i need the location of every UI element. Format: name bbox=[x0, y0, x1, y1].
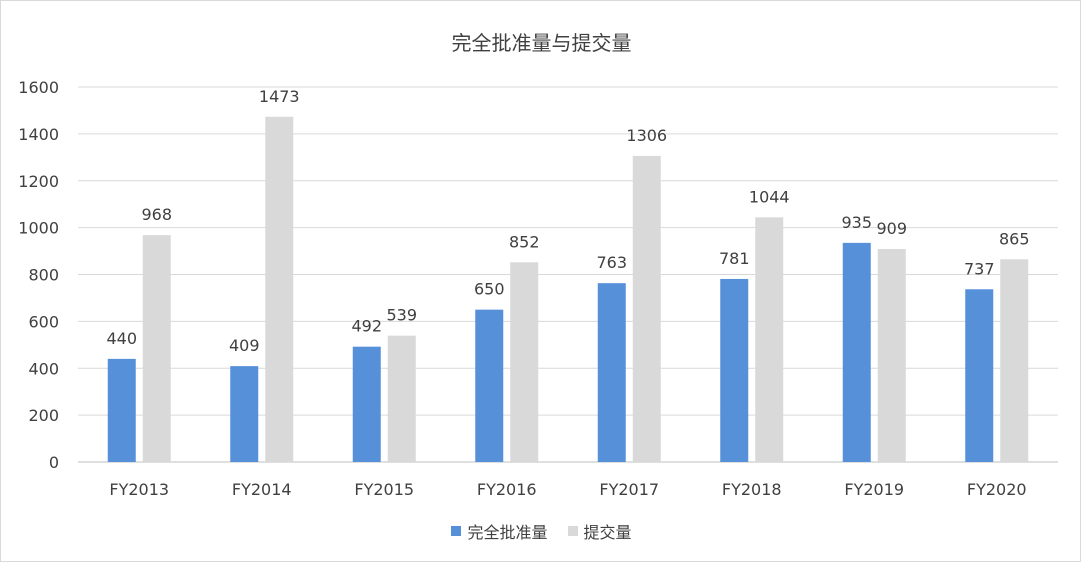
bar-submitted bbox=[877, 248, 906, 462]
data-label-submitted: 1306 bbox=[626, 126, 667, 145]
data-label-approved: 440 bbox=[106, 329, 137, 348]
data-label-approved: 737 bbox=[964, 259, 995, 278]
y-tick-label: 600 bbox=[28, 312, 59, 331]
legend-swatch-submitted bbox=[567, 526, 578, 536]
data-label-submitted: 1473 bbox=[259, 87, 300, 106]
x-tick-label: FY2019 bbox=[844, 480, 904, 499]
x-tick-label: FY2014 bbox=[232, 480, 292, 499]
bar-approved bbox=[230, 366, 259, 462]
bar-submitted bbox=[510, 262, 539, 462]
y-tick-label: 1400 bbox=[18, 125, 59, 144]
bar-approved bbox=[597, 283, 626, 462]
bar-approved bbox=[842, 242, 871, 462]
data-label-approved: 650 bbox=[474, 280, 505, 299]
y-tick-label: 1600 bbox=[18, 78, 59, 97]
x-tick-label: FY2016 bbox=[477, 480, 537, 499]
data-label-submitted: 968 bbox=[141, 205, 172, 224]
bar-approved bbox=[965, 289, 994, 462]
bar-approved bbox=[720, 278, 749, 462]
data-label-approved: 409 bbox=[229, 336, 260, 355]
legend-item-approved: 完全批准量 bbox=[451, 519, 548, 543]
y-tick-label: 200 bbox=[28, 406, 59, 425]
y-tick-label: 400 bbox=[28, 359, 59, 378]
bar-submitted bbox=[265, 116, 294, 462]
x-tick-label: FY2018 bbox=[722, 480, 782, 499]
legend-item-submitted: 提交量 bbox=[567, 519, 632, 543]
bar-approved bbox=[352, 346, 381, 462]
bar-submitted bbox=[1000, 259, 1029, 462]
x-tick-label: FY2013 bbox=[109, 480, 169, 499]
bar-approved bbox=[107, 358, 136, 462]
bar-submitted bbox=[387, 335, 416, 462]
data-label-approved: 763 bbox=[596, 253, 627, 272]
bar-submitted bbox=[755, 217, 784, 462]
x-tick-label: FY2020 bbox=[967, 480, 1027, 499]
bar-submitted bbox=[632, 155, 661, 462]
legend-label-submitted: 提交量 bbox=[583, 523, 632, 542]
data-label-submitted: 852 bbox=[509, 232, 540, 251]
y-tick-label: 800 bbox=[28, 266, 59, 285]
y-tick-label: 0 bbox=[49, 453, 59, 472]
x-tick-label: FY2015 bbox=[354, 480, 414, 499]
x-tick-label: FY2017 bbox=[599, 480, 659, 499]
legend: 完全批准量 提交量 bbox=[1, 519, 1081, 543]
y-tick-label: 1000 bbox=[18, 219, 59, 238]
bar-approved bbox=[475, 309, 504, 462]
legend-swatch-approved bbox=[451, 526, 462, 536]
data-label-approved: 492 bbox=[351, 317, 382, 336]
data-label-approved: 781 bbox=[719, 249, 750, 268]
chart-title: 完全批准量与提交量 bbox=[451, 31, 632, 55]
data-label-submitted: 1044 bbox=[749, 187, 790, 206]
data-label-approved: 935 bbox=[841, 213, 872, 232]
y-tick-label: 1200 bbox=[18, 172, 59, 191]
data-label-submitted: 539 bbox=[386, 306, 417, 325]
data-label-submitted: 909 bbox=[876, 219, 907, 238]
data-label-submitted: 865 bbox=[999, 229, 1030, 248]
bar-submitted bbox=[142, 235, 171, 462]
legend-label-approved: 完全批准量 bbox=[467, 523, 548, 542]
